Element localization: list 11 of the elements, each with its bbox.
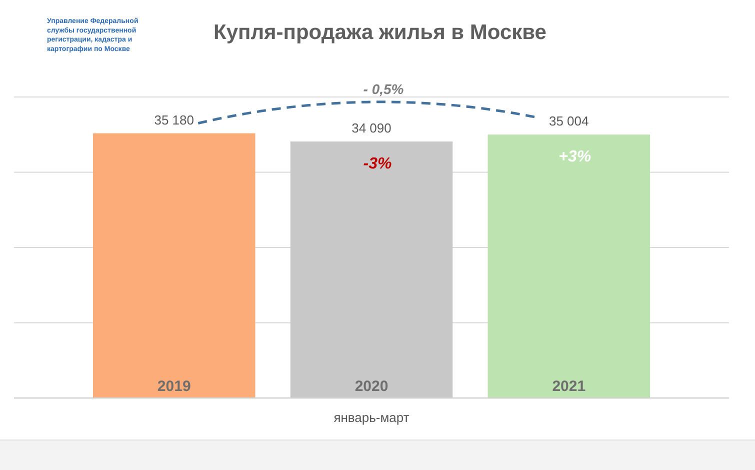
x-tick-label: 2020 xyxy=(354,378,388,395)
annotation: +3% xyxy=(558,148,592,166)
x-tick-label: 2019 xyxy=(157,378,191,395)
x-axis-title: январь-март xyxy=(334,410,410,425)
annotation: -3% xyxy=(363,155,392,172)
data-label: 34 090 xyxy=(352,120,392,136)
data-label: 35 004 xyxy=(548,114,589,129)
chart-title: Купля-продажа жилья в Москве xyxy=(214,21,546,44)
data-label: 35 180 xyxy=(154,112,194,128)
x-tick-label: 2021 xyxy=(552,378,586,395)
annotation: - 0,5% xyxy=(363,81,404,97)
